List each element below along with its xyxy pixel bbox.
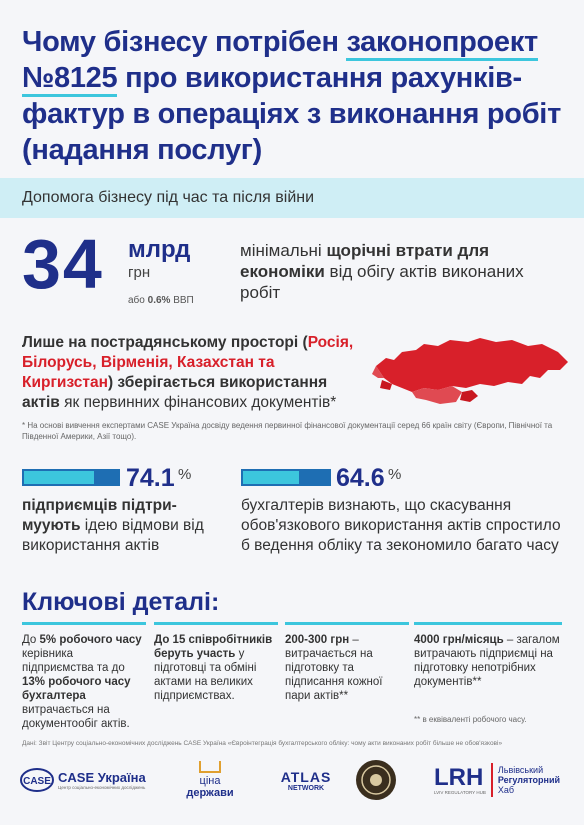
page-title: Чому бізнесу потрібен законопроект №8125…: [22, 26, 561, 166]
atlas-network-logo: ATLAS NETWORK: [280, 768, 332, 792]
stat-percent-sign: %: [388, 466, 402, 483]
stat-desc-1: підприємців підтри-муують ідею відмови в…: [22, 497, 204, 554]
stat-bar-1: [22, 469, 120, 486]
detail-column-4: 4000 грн/місяць – загалом витрачають під…: [414, 622, 562, 689]
loss-gdp: або 0.6% ВВП: [128, 295, 194, 306]
lrh-logo: LRH LVIV REGULATORY HUB Львівський Регул…: [434, 763, 561, 797]
post-soviet-text: Лише на пострадянському просторі (Росія,…: [22, 334, 354, 411]
loss-description: мінімальні щорічні втрати для економіки …: [240, 241, 524, 302]
stat-value-1: 74.1: [126, 464, 175, 492]
tsina-derzhavy-logo: ціна держави: [178, 752, 242, 808]
detail-column-2: До 15 співробітників беруть участь у під…: [154, 622, 278, 703]
loss-number: 34: [22, 225, 104, 303]
stat-value-2: 64.6: [336, 464, 385, 492]
detail-column-1: До 5% робочого часу керівника підприємст…: [22, 622, 146, 731]
title-highlight: законопроект: [346, 26, 538, 61]
partner-logos: CASE CASE Україна Центр соціально-економ…: [0, 752, 584, 812]
detail-column-3: 200-300 грн – витрачається на підготовку…: [285, 622, 409, 703]
svg-text:CASE: CASE: [23, 776, 51, 787]
case-mark-icon: CASE: [20, 768, 54, 792]
stat-percent-sign: %: [178, 466, 192, 483]
footnote: * На основі вивчення експертами CASE Укр…: [22, 421, 553, 441]
footnote-2: ** в еквіваленті робочого часу.: [414, 715, 527, 724]
stat-bar-fill: [24, 471, 94, 484]
title-highlight: №8125: [22, 62, 118, 97]
key-details-title: Ключові деталі:: [22, 588, 220, 616]
seal-icon: [356, 760, 396, 800]
loss-currency: грн: [128, 264, 151, 281]
stat-desc-2: бухгалтерів визнають, що скасування обов…: [241, 497, 561, 554]
post-soviet-map-icon: [372, 338, 568, 404]
stat-bar-fill: [243, 471, 299, 484]
source-note: Дані: Звіт Центру соціально-економічних …: [22, 740, 503, 747]
case-logo: CASE CASE Україна Центр соціально-економ…: [20, 752, 150, 808]
building-icon: [199, 761, 221, 773]
loss-unit: млрд: [128, 236, 191, 263]
stat-bar-2: [241, 469, 331, 486]
subtitle-banner: Допомога бізнесу під час та після війни: [0, 178, 584, 218]
seal-logo: [355, 752, 399, 808]
